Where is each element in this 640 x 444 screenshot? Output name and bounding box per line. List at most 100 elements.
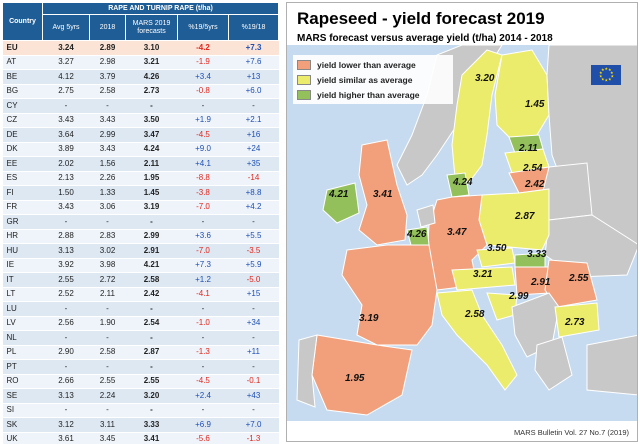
- cell-pct-19-5yrs: +4.1: [177, 156, 229, 172]
- table-row: UK 3.61 3.45 3.41 -5.6 -1.3: [2, 432, 279, 444]
- map-value-label: 3.47: [447, 227, 467, 238]
- map-value-label: 2.91: [530, 277, 551, 288]
- table-row: SK 3.12 3.11 3.33 +6.9 +7.0: [2, 417, 279, 433]
- cell-country: IT: [2, 272, 43, 288]
- cell-mars-2019: 2.42: [125, 287, 178, 302]
- map-value-label: 3.33: [527, 249, 547, 260]
- map-value-label: 4.26: [406, 229, 427, 240]
- cell-country: FI: [2, 185, 43, 201]
- table-row: ES 2.13 2.26 1.95 -8.8 -14: [2, 171, 279, 186]
- cell-avg-5yrs: 2.88: [42, 229, 90, 244]
- cell-pct-19-18: -: [228, 330, 279, 346]
- cell-2018: -: [89, 301, 126, 317]
- map-value-label: 3.20: [475, 73, 495, 84]
- country-ro: [544, 259, 598, 308]
- map-title: Rapeseed - yield forecast 2019: [297, 9, 545, 28]
- table-row: HU 3.13 3.02 2.91 -7.0 -3.5: [2, 243, 279, 259]
- legend-swatch-lower: [297, 59, 311, 70]
- cell-mars-2019: 2.58: [125, 272, 178, 288]
- cell-mars-2019: 3.20: [125, 388, 178, 404]
- cell-2018: 3.43: [89, 142, 126, 157]
- cell-avg-5yrs: 2.02: [42, 156, 90, 172]
- table-row: PL 2.90 2.58 2.87 -1.3 +11: [2, 345, 279, 360]
- cell-2018: 2.24: [89, 388, 126, 404]
- cell-pct-19-5yrs: -: [177, 403, 229, 418]
- cell-avg-5yrs: 2.13: [42, 171, 90, 186]
- map-value-label: 3.41: [373, 189, 393, 200]
- cell-pct-19-18: +11: [228, 345, 279, 360]
- cell-country: SE: [2, 388, 43, 404]
- cell-mars-2019: 3.50: [125, 113, 178, 128]
- eu-flag-icon: ★ ★ ★ ★ ★ ★ ★ ★ ★ ★: [591, 65, 621, 85]
- table-row: EU 3.24 2.89 3.10 -4.2 +7.3: [2, 40, 279, 56]
- cell-2018: 2.11: [89, 287, 126, 302]
- cell-country: SK: [2, 417, 43, 433]
- table-row: BG 2.75 2.58 2.73 -0.8 +6.0: [2, 84, 279, 99]
- cell-2018: -: [89, 330, 126, 346]
- cell-pct-19-18: -0.1: [228, 374, 279, 389]
- table-row: GR - - - - -: [2, 214, 279, 230]
- map-panel: 3.20 1.45 2.11 2.54 2.42 4.24 4.21 3.41 2.87 4.26…: [286, 2, 638, 442]
- header-pct-19-5yrs: %19/5yrs: [177, 14, 229, 41]
- cell-pct-19-5yrs: -7.0: [177, 200, 229, 215]
- cell-2018: 3.79: [89, 69, 126, 85]
- map-value-label: 2.58: [464, 309, 485, 320]
- cell-country: UK: [2, 432, 43, 444]
- cell-mars-2019: -: [125, 214, 178, 230]
- cell-avg-5yrs: 3.13: [42, 243, 90, 259]
- cell-pct-19-5yrs: +3.6: [177, 229, 229, 244]
- cell-avg-5yrs: 2.56: [42, 316, 90, 331]
- cell-country: LU: [2, 301, 43, 317]
- cell-pct-19-5yrs: -: [177, 359, 229, 375]
- cell-country: PL: [2, 345, 43, 360]
- cell-mars-2019: 2.73: [125, 84, 178, 99]
- country-bg: [554, 302, 600, 338]
- country-nl: [416, 204, 436, 228]
- cell-2018: 3.02: [89, 243, 126, 259]
- cell-avg-5yrs: 1.50: [42, 185, 90, 201]
- svg-text:★: ★: [599, 74, 603, 79]
- cell-mars-2019: 1.95: [125, 171, 178, 186]
- cell-mars-2019: -: [125, 330, 178, 346]
- cell-avg-5yrs: 2.52: [42, 287, 90, 302]
- cell-avg-5yrs: -: [42, 98, 90, 114]
- cell-avg-5yrs: 2.55: [42, 272, 90, 288]
- cell-pct-19-5yrs: -4.1: [177, 287, 229, 302]
- cell-avg-5yrs: 4.12: [42, 69, 90, 85]
- cell-2018: -: [89, 98, 126, 114]
- cell-2018: 1.56: [89, 156, 126, 172]
- cell-country: NL: [2, 330, 43, 346]
- cell-2018: 3.43: [89, 113, 126, 128]
- cell-2018: -: [89, 214, 126, 230]
- cell-country: HU: [2, 243, 43, 259]
- cell-pct-19-5yrs: -3.8: [177, 185, 229, 201]
- cell-mars-2019: 2.99: [125, 229, 178, 244]
- cell-avg-5yrs: 3.12: [42, 417, 90, 433]
- country-dk: [446, 172, 470, 198]
- svg-text:★: ★: [605, 78, 609, 83]
- table-row: NL - - - - -: [2, 330, 279, 346]
- cell-pct-19-5yrs: -8.8: [177, 171, 229, 186]
- cell-country: HR: [2, 229, 43, 244]
- table-row: SE 3.13 2.24 3.20 +2.4 +43: [2, 388, 279, 404]
- legend-label-higher: yield higher than average: [317, 89, 420, 100]
- cell-mars-2019: -: [125, 403, 178, 418]
- table-row: CZ 3.43 3.43 3.50 +1.9 +2.1: [2, 113, 279, 128]
- svg-text:★: ★: [610, 70, 614, 75]
- cell-pct-19-18: +16: [228, 127, 279, 143]
- table-row: AT 3.27 2.98 3.21 -1.9 +7.6: [2, 55, 279, 70]
- cell-mars-2019: 3.10: [125, 40, 178, 56]
- map-value-label: 3.19: [359, 313, 379, 324]
- cell-pct-19-18: +8.8: [228, 185, 279, 201]
- table-row: DE 3.64 2.99 3.47 -4.5 +16: [2, 127, 279, 143]
- header-2018: 2018: [89, 14, 126, 41]
- cell-pct-19-18: +5.5: [228, 229, 279, 244]
- cell-country: AT: [2, 55, 43, 70]
- country-fr: [341, 244, 438, 346]
- cell-mars-2019: 2.91: [125, 243, 178, 259]
- table-row: PT - - - - -: [2, 359, 279, 375]
- cell-pct-19-5yrs: +9.0: [177, 142, 229, 157]
- map-value-label: 3.21: [473, 269, 493, 280]
- country-uk: [358, 139, 408, 246]
- cell-mars-2019: 4.21: [125, 258, 178, 273]
